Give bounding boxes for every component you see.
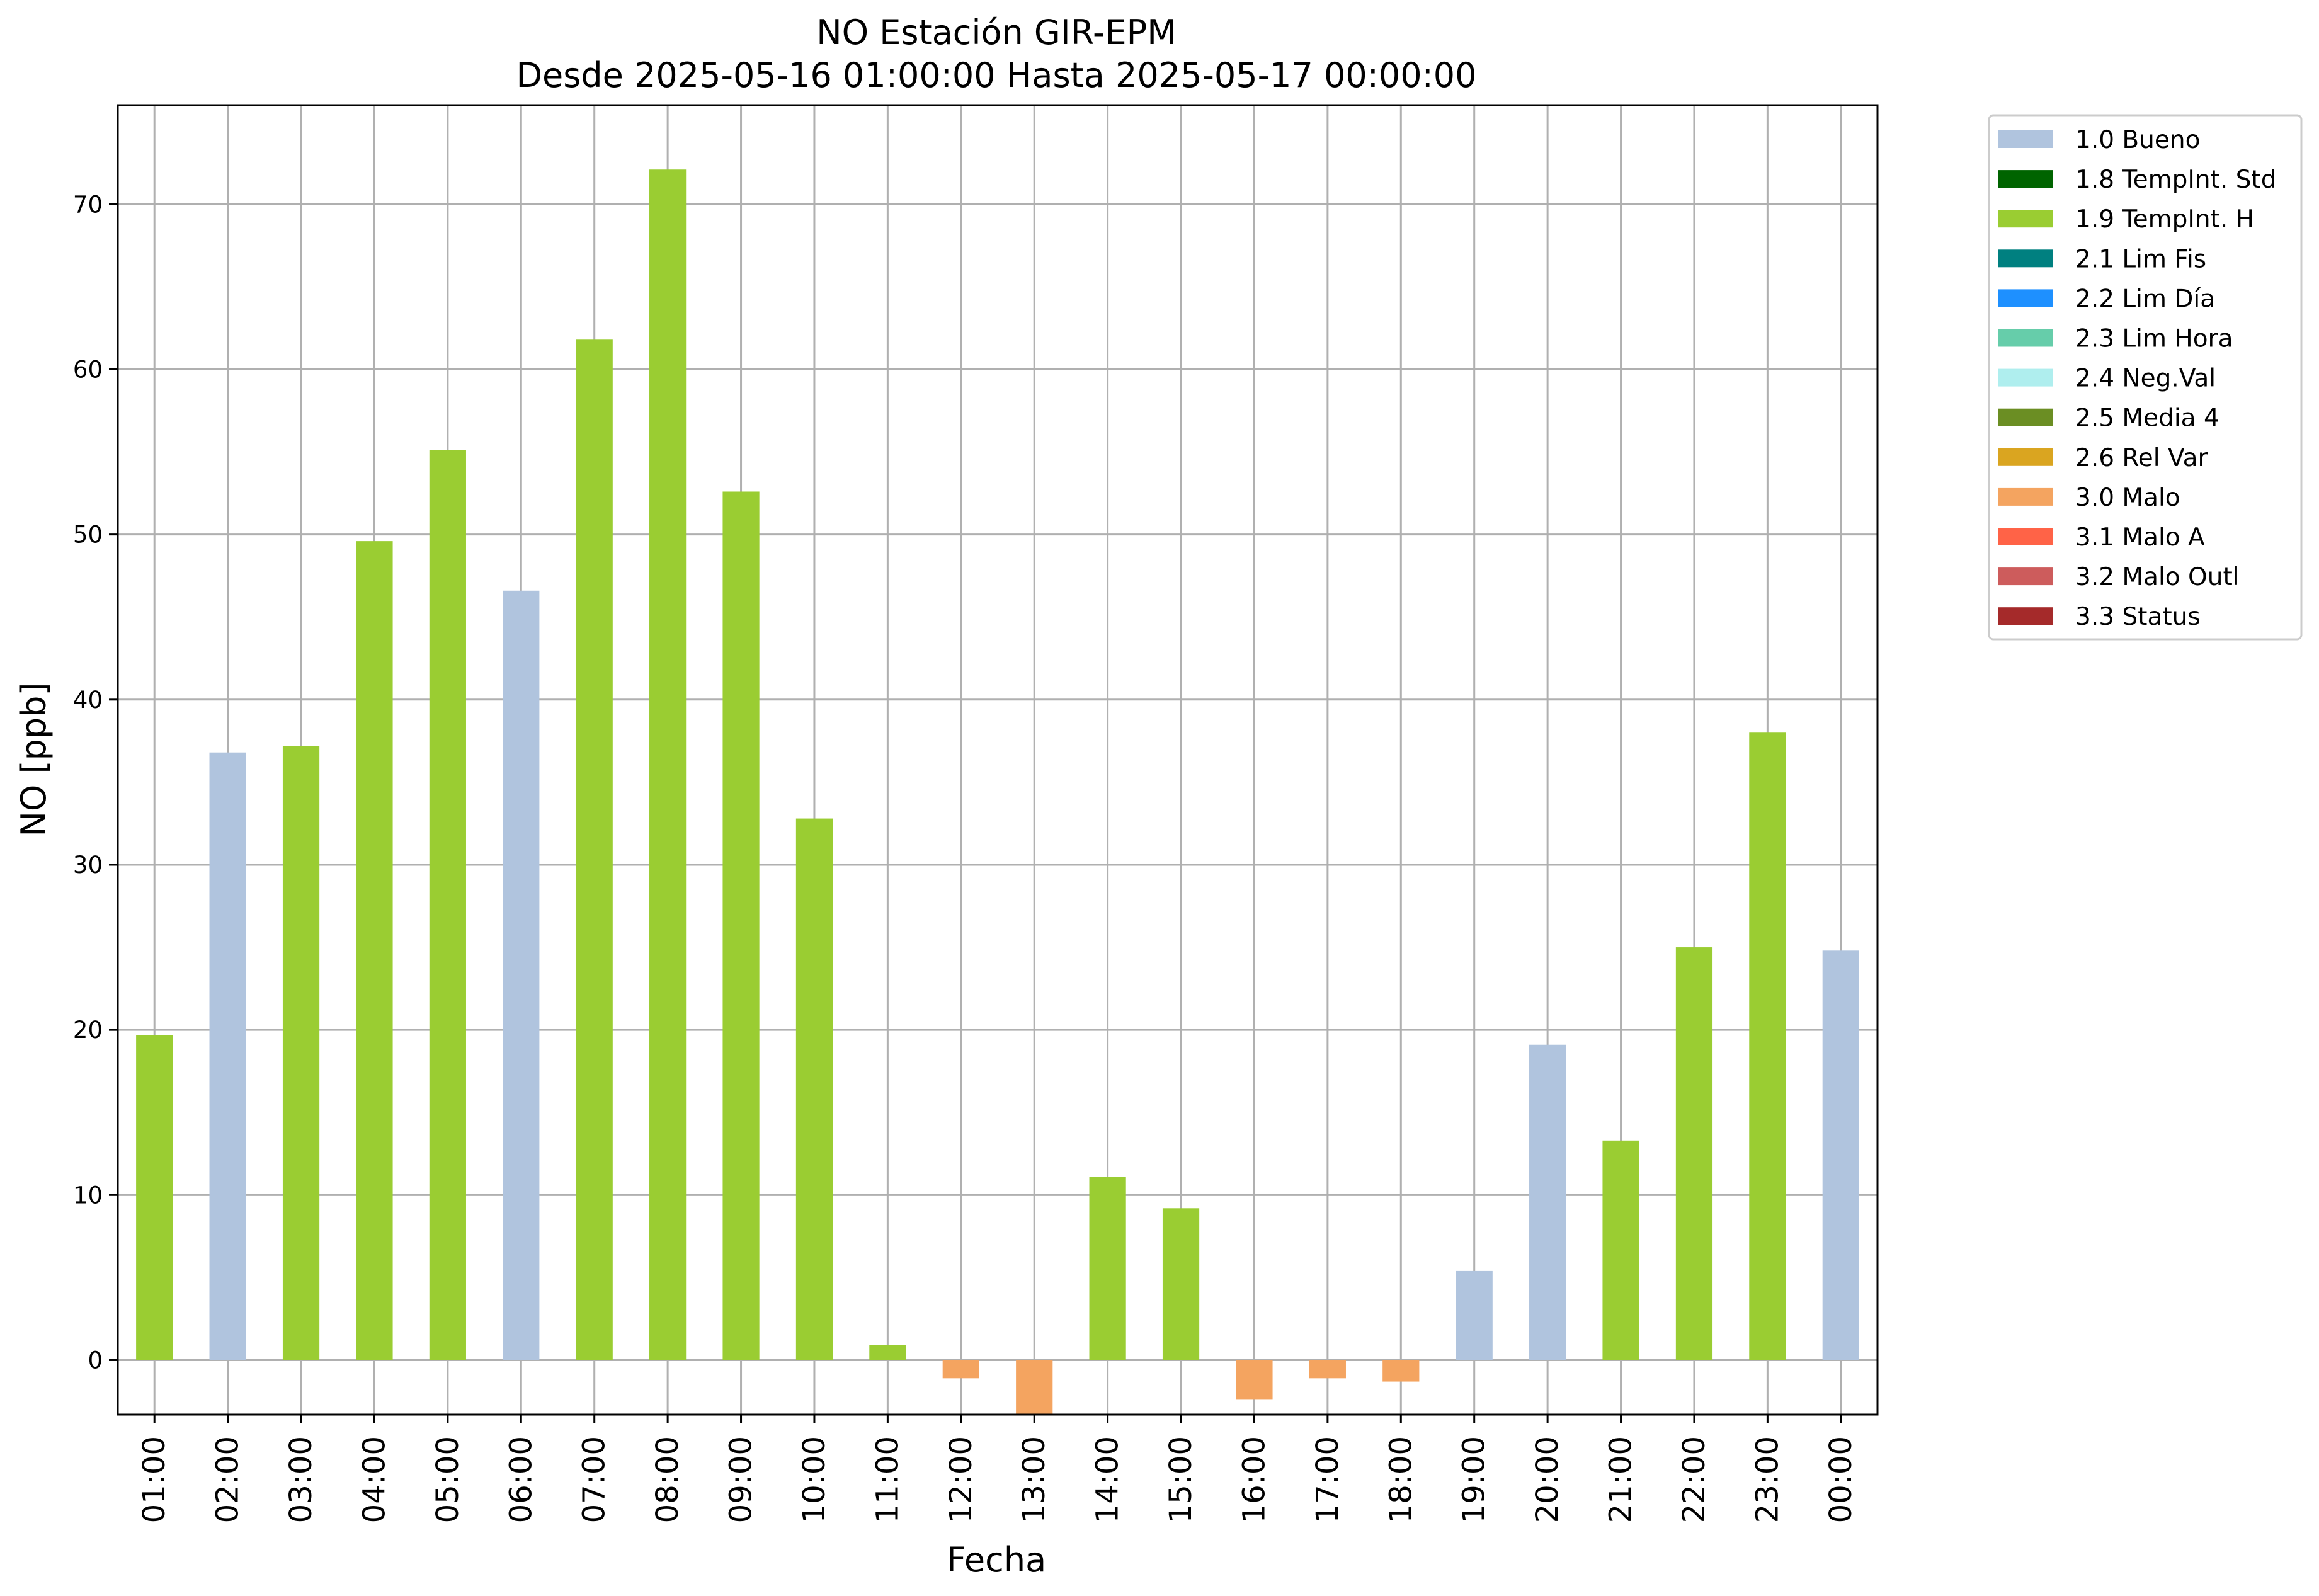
x-tick-label: 17:00	[1310, 1436, 1345, 1523]
x-tick-label: 11:00	[870, 1436, 905, 1523]
bar-0100	[136, 1035, 173, 1360]
y-tick-label: 30	[73, 852, 103, 879]
x-tick-label: 23:00	[1750, 1436, 1785, 1523]
x-tick-label: 22:00	[1677, 1436, 1712, 1523]
bar-1500	[1162, 1208, 1200, 1360]
x-tick-label: 19:00	[1457, 1436, 1492, 1523]
x-tick-label: 00:00	[1823, 1436, 1859, 1523]
x-tick-label: 05:00	[430, 1436, 465, 1523]
y-tick-label: 40	[73, 687, 103, 714]
legend-label: 1.8 TempInt. Std	[2075, 166, 2276, 194]
bar-1800	[1382, 1360, 1420, 1382]
chart-subtitle: Desde 2025-05-16 01:00:00 Hasta 2025-05-…	[516, 55, 1476, 95]
legend-swatch	[1998, 210, 2053, 228]
bar-0500	[429, 450, 466, 1360]
x-tick-label: 03:00	[283, 1436, 319, 1523]
x-axis-label: Fecha	[947, 1540, 1046, 1580]
axis-ticks: 0 10 20 30 40 50 60 70 01:00 02:00 03:00 04:00 05:00…	[73, 191, 1859, 1523]
chart-title: NO Estación GIR-EPM	[816, 13, 1177, 52]
legend-swatch	[1998, 289, 2053, 307]
bar-1600	[1236, 1360, 1273, 1400]
legend-label: 3.0 Malo	[2075, 484, 2180, 512]
bar-0600	[503, 590, 540, 1360]
x-tick-label: 16:00	[1236, 1436, 1272, 1523]
legend-swatch	[1998, 130, 2053, 148]
legend-label: 2.1 Lim Fis	[2075, 245, 2206, 273]
bar-2200	[1675, 947, 1713, 1360]
y-tick-label: 10	[73, 1182, 103, 1209]
x-tick-label: 18:00	[1383, 1436, 1418, 1523]
legend-label: 1.0 Bueno	[2075, 126, 2200, 154]
x-tick-label: 07:00	[577, 1436, 612, 1523]
bar-0900	[722, 491, 760, 1360]
bar-0000	[1822, 950, 1859, 1360]
bar-1700	[1309, 1360, 1346, 1379]
legend-label: 2.4 Neg.Val	[2075, 365, 2216, 393]
x-tick-label: 04:00	[356, 1436, 392, 1523]
bar-1200	[942, 1360, 979, 1379]
x-tick-label: 10:00	[797, 1436, 832, 1523]
bar-0700	[576, 339, 613, 1360]
x-tick-label: 06:00	[503, 1436, 538, 1523]
bar-1900	[1456, 1270, 1493, 1360]
legend-swatch	[1998, 408, 2053, 426]
y-tick-label: 20	[73, 1017, 103, 1044]
legend-label: 3.1 Malo A	[2075, 523, 2205, 552]
legend-label: 3.2 Malo Outl	[2075, 563, 2240, 591]
bar-0200	[209, 752, 246, 1360]
plot-frame	[117, 104, 1879, 1416]
x-tick-label: 20:00	[1530, 1436, 1565, 1523]
bars	[136, 169, 1859, 1415]
y-tick-label: 50	[73, 522, 103, 549]
legend-label: 1.9 TempInt. H	[2075, 205, 2254, 234]
bar-1000	[795, 818, 833, 1360]
legend-swatch	[1998, 448, 2053, 466]
x-tick-label: 15:00	[1163, 1436, 1199, 1523]
legend-label: 2.6 Rel Var	[2075, 444, 2209, 472]
x-tick-label: 13:00	[1017, 1436, 1052, 1523]
legend: 1.0 Bueno 1.8 TempInt. Std 1.9 TempInt. H 2…	[1988, 114, 2303, 641]
bar-0400	[356, 541, 393, 1360]
bar-1300	[1016, 1360, 1053, 1415]
x-tick-label: 21:00	[1604, 1436, 1639, 1523]
legend-swatch	[1998, 368, 2053, 387]
bar-2000	[1529, 1044, 1566, 1360]
x-tick-label: 09:00	[724, 1436, 759, 1523]
legend-swatch	[1998, 487, 2053, 506]
legend-swatch	[1998, 528, 2053, 545]
legend-label: 2.2 Lim Día	[2075, 285, 2215, 313]
legend-swatch	[1998, 249, 2053, 268]
bar-2100	[1602, 1140, 1639, 1360]
bar-1100	[869, 1345, 906, 1360]
x-tick-label: 12:00	[943, 1436, 979, 1523]
y-tick-label: 0	[88, 1347, 103, 1374]
x-tick-label: 01:00	[137, 1436, 172, 1523]
legend-swatch	[1998, 170, 2053, 188]
legend-swatch	[1998, 607, 2053, 625]
x-tick-label: 08:00	[650, 1436, 685, 1523]
bar-2300	[1749, 732, 1786, 1360]
x-tick-label: 02:00	[210, 1436, 246, 1523]
legend-swatch	[1998, 329, 2053, 347]
x-tick-label: 14:00	[1090, 1436, 1125, 1523]
bar-1400	[1089, 1177, 1126, 1360]
legend-label: 3.3 Status	[2075, 603, 2201, 631]
legend-frame	[1988, 114, 2303, 641]
y-tick-label: 60	[73, 356, 103, 383]
bar-0800	[649, 169, 687, 1360]
legend-label: 2.5 Media 4	[2075, 404, 2219, 433]
legend-label: 2.3 Lim Hora	[2075, 325, 2233, 353]
legend-swatch	[1998, 567, 2053, 586]
bar-0300	[282, 746, 320, 1360]
y-tick-label: 70	[73, 191, 103, 218]
y-axis-label: NO [ppb]	[14, 682, 54, 836]
